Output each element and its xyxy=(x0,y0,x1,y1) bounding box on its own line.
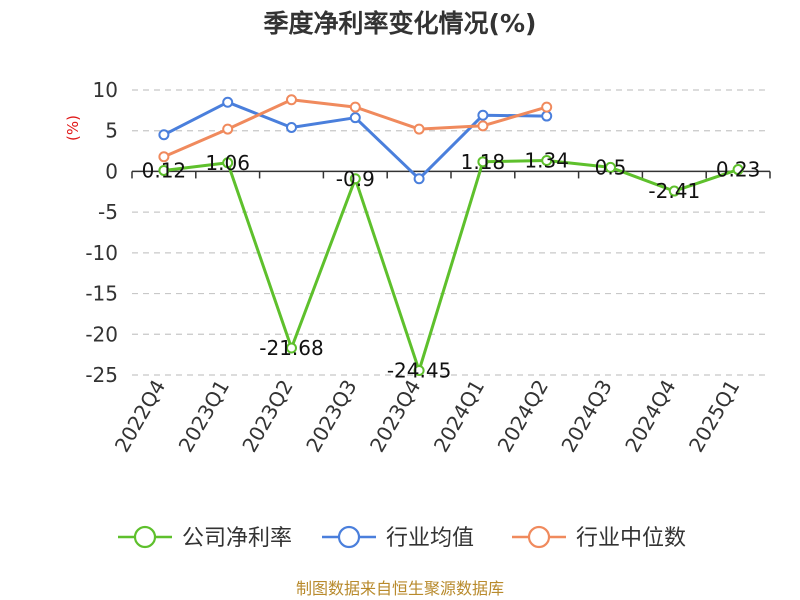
data-point-2[interactable] xyxy=(413,123,425,135)
data-label: 1.34 xyxy=(524,149,569,173)
x-tick-label: 2023Q2 xyxy=(237,376,297,457)
data-label: -24.45 xyxy=(387,359,451,383)
legend-item-label[interactable]: 行业中位数 xyxy=(576,526,686,551)
x-tick-label: 2025Q1 xyxy=(684,376,744,457)
legend[interactable]: 公司净利率 行业均值 行业中位数 xyxy=(118,525,686,551)
data-point-1[interactable] xyxy=(158,129,170,141)
data-point-2[interactable] xyxy=(477,120,489,132)
data-point-2[interactable] xyxy=(349,101,361,113)
data-point-0[interactable] xyxy=(732,164,744,176)
chart-title: 季度净利率变化情况(%) xyxy=(264,9,537,38)
data-point-0[interactable] xyxy=(668,185,680,197)
y-tick-label: -10 xyxy=(85,241,118,265)
data-label: 1.18 xyxy=(461,150,506,174)
data-point-1[interactable] xyxy=(286,121,297,133)
y-tick-label: -25 xyxy=(85,363,118,387)
y-tick-label: 10 xyxy=(93,78,118,102)
data-point-0[interactable] xyxy=(477,156,489,168)
legend-marker-icon xyxy=(337,525,361,549)
legend-marker-icon xyxy=(527,525,551,549)
data-point-0[interactable] xyxy=(222,157,234,169)
data-label: 0.12 xyxy=(142,158,187,182)
data-point-0[interactable] xyxy=(158,164,170,176)
data-point-2[interactable] xyxy=(158,151,170,163)
y-tick-label: 0 xyxy=(105,159,118,183)
source-note: 制图数据来自恒生聚源数据库 xyxy=(296,579,504,598)
data-point-1[interactable] xyxy=(349,112,361,124)
data-point-2[interactable] xyxy=(286,94,297,106)
series-group xyxy=(158,94,744,377)
data-point-0[interactable] xyxy=(541,155,553,167)
data-point-1[interactable] xyxy=(222,96,234,108)
legend-item-label[interactable]: 公司净利率 xyxy=(182,526,292,551)
data-label: -2.41 xyxy=(648,179,700,203)
data-point-0[interactable] xyxy=(413,365,425,377)
data-point-1[interactable] xyxy=(477,109,489,121)
legend-item-label[interactable]: 行业均值 xyxy=(386,526,474,551)
legend-marker-icon xyxy=(133,525,157,549)
data-point-0[interactable] xyxy=(605,161,616,173)
y-tick-label: -15 xyxy=(85,282,118,306)
y-axis-label: (%) xyxy=(64,115,82,141)
y-tick-label: -5 xyxy=(98,200,118,224)
y-tick-label: -20 xyxy=(85,322,118,346)
x-tick-label: 2022Q4 xyxy=(110,376,170,457)
data-labels: 0.12 1.06 -21.68 -0.9 -24.45 1.18 1.34 0.5 -2.41… xyxy=(142,149,761,383)
x-tick-label: 2023Q4 xyxy=(365,376,425,457)
x-tick-label: 2024Q1 xyxy=(429,376,489,457)
y-tick-label: 5 xyxy=(105,119,118,143)
data-label: 1.06 xyxy=(205,151,250,175)
data-point-2[interactable] xyxy=(222,123,234,135)
data-label: 0.23 xyxy=(716,158,761,182)
data-label: -21.68 xyxy=(259,336,323,360)
x-tick-label: 2024Q4 xyxy=(620,376,680,457)
data-point-1[interactable] xyxy=(413,173,425,185)
data-label: -0.9 xyxy=(336,167,375,191)
x-tick-label: 2024Q3 xyxy=(556,376,616,457)
data-point-0[interactable] xyxy=(349,173,361,185)
data-point-2[interactable] xyxy=(541,101,553,113)
data-point-1[interactable] xyxy=(541,110,553,122)
series-line-0 xyxy=(163,159,739,372)
x-tick-label: 2023Q3 xyxy=(301,376,361,457)
grid-lines xyxy=(132,89,770,376)
x-tick-label: 2023Q1 xyxy=(174,376,234,457)
data-label: 0.5 xyxy=(595,155,627,179)
x-tick-label: 2024Q2 xyxy=(493,376,553,457)
data-point-0[interactable] xyxy=(286,342,297,354)
